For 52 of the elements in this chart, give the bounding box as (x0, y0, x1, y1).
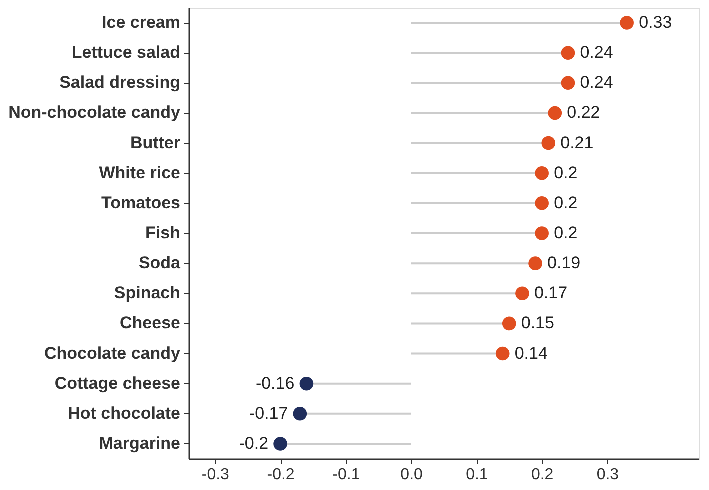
point (496, 346, 510, 361)
x-tick-label: -0.3 (202, 466, 230, 484)
data-label: 0.24 (580, 73, 614, 92)
data-label: 0.2 (554, 193, 578, 212)
x-tick-label: 0.0 (400, 466, 424, 484)
point (620, 16, 634, 30)
data-label: -0.2 (239, 434, 269, 453)
y-tick-label: Margarine (99, 434, 180, 453)
x-tick-label: 0.2 (531, 466, 554, 484)
y-tick-label: White rice (99, 163, 180, 182)
data-label: 0.19 (548, 254, 581, 273)
y-tick-label: Butter (130, 133, 181, 152)
x-tick-label: -0.2 (267, 466, 295, 484)
data-label: -0.17 (249, 404, 288, 423)
data-label: 0.2 (554, 224, 578, 242)
point (502, 316, 516, 331)
point (293, 407, 308, 421)
y-tick-label: Salad dressing (60, 73, 180, 92)
x-tick-label: 0.1 (466, 466, 488, 484)
data-label: 0.2 (554, 163, 578, 182)
point (516, 286, 530, 301)
y-tick-label: Lettuce salad (72, 43, 180, 62)
data-label: 0.22 (567, 103, 600, 122)
y-tick-label: Spinach (114, 284, 180, 303)
point (274, 437, 288, 451)
point (561, 46, 576, 60)
y-tick-label: Chocolate candy (44, 344, 182, 363)
point (535, 196, 549, 210)
y-tick-label: Non-chocolate candy (8, 103, 182, 122)
x-tick-label: 0.3 (596, 466, 620, 484)
point (561, 76, 576, 90)
x-tick-label: -0.1 (332, 466, 360, 484)
data-label: 0.17 (534, 284, 568, 303)
y-tick-label: Tomatoes (101, 193, 180, 212)
y-tick-label: Cottage cheese (54, 374, 180, 393)
point (535, 166, 549, 180)
point (548, 106, 562, 120)
y-tick-label: Fish (146, 224, 180, 242)
y-tick-label: Cheese (120, 314, 180, 333)
data-label: 0.14 (514, 344, 548, 363)
data-label: 0.33 (639, 13, 672, 32)
y-tick-label: Hot chocolate (68, 404, 180, 423)
data-label: 0.15 (521, 314, 554, 333)
data-label: 0.21 (560, 133, 594, 152)
data-label: -0.16 (256, 374, 295, 393)
point (300, 376, 314, 391)
data-label: 0.24 (580, 43, 614, 62)
y-tick-label: Soda (138, 254, 182, 273)
point (528, 256, 542, 270)
y-tick-label: Ice cream (102, 13, 180, 32)
point (535, 226, 549, 240)
point (542, 136, 556, 150)
